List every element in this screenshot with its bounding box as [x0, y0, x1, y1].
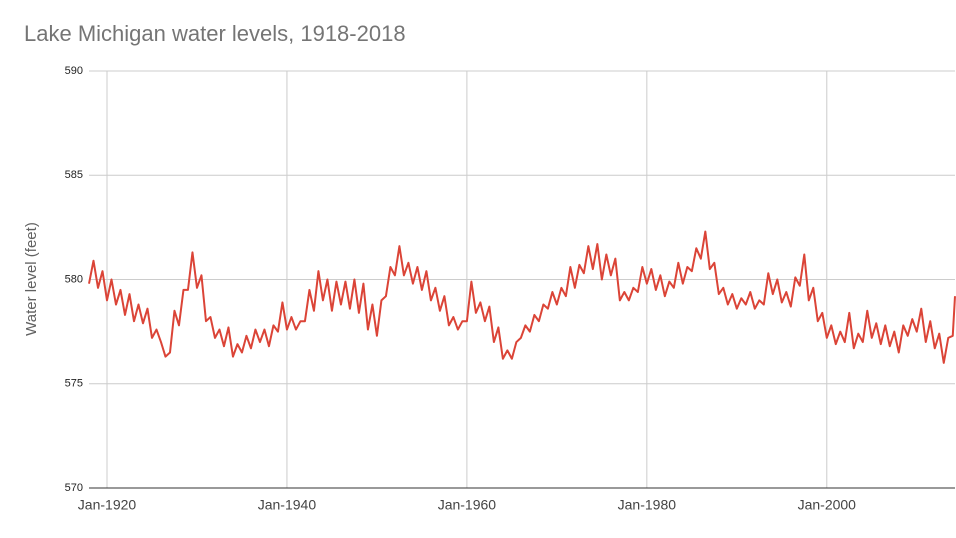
x-tick-label: Jan-1920: [78, 497, 137, 513]
y-tick-label: 590: [65, 65, 83, 77]
y-tick-label: 570: [65, 482, 83, 494]
y-axis-label: Water level (feet): [23, 222, 40, 336]
chart-title: Lake Michigan water levels, 1918-2018: [24, 21, 406, 46]
y-tick-label: 575: [65, 378, 83, 390]
x-tick-label: Jan-1940: [258, 497, 317, 513]
x-tick-label: Jan-1960: [438, 497, 497, 513]
x-tick-label: Jan-1980: [618, 497, 677, 513]
y-tick-label: 580: [65, 273, 83, 285]
y-tick-label: 585: [65, 169, 83, 181]
x-tick-label: Jan-2000: [798, 497, 857, 513]
data-line: [88, 230, 956, 364]
